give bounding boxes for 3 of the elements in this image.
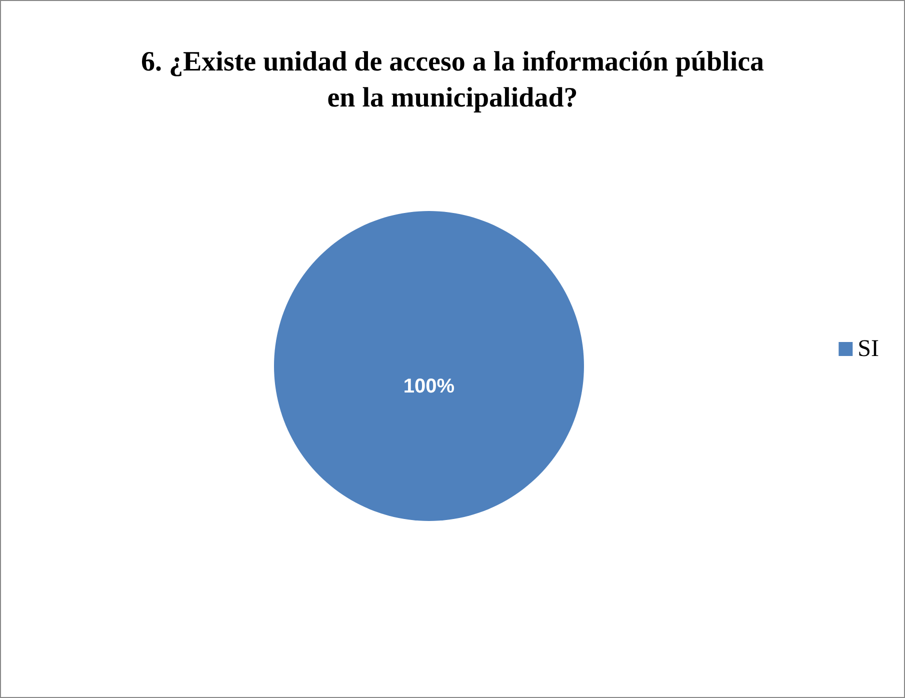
data-label: 100%: [403, 376, 455, 398]
legend-label: SI: [858, 336, 880, 362]
chart-title: 6. ¿Existe unidad de acceso a la información pública en la municipalidad?: [140, 46, 764, 114]
